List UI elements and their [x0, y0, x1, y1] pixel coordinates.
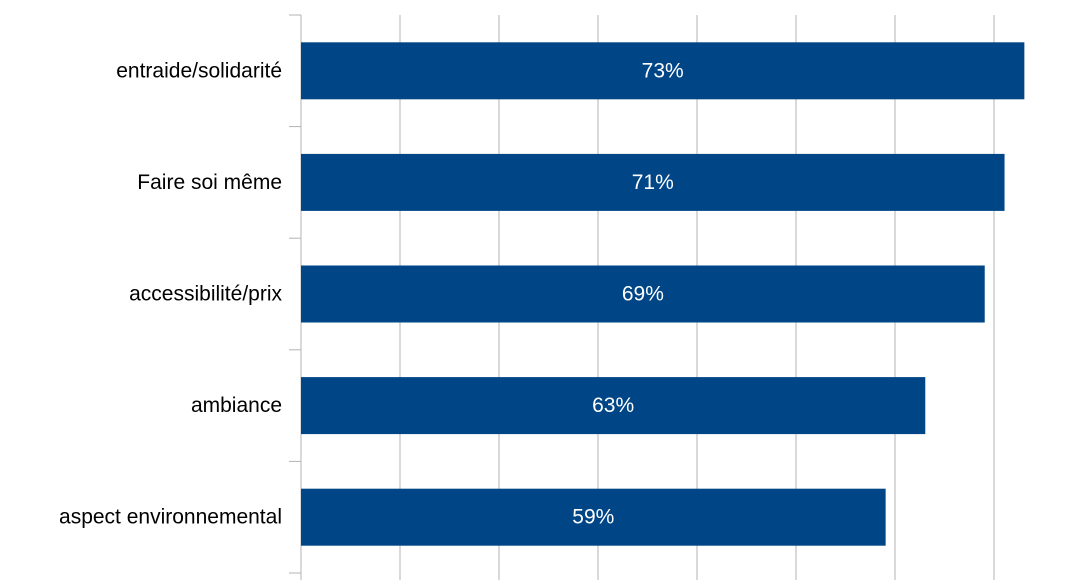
category-labels: entraide/solidarité Faire soi même accessi…: [59, 59, 282, 528]
data-label-0: 73%: [642, 59, 684, 82]
category-label-1: Faire soi même: [137, 171, 282, 194]
bar-1: [301, 153, 1005, 211]
data-labels: 73% 71% 69% 63% 59%: [572, 59, 683, 528]
data-label-2: 69%: [622, 283, 664, 306]
data-label-1: 71%: [632, 171, 674, 194]
category-label-4: aspect environnemental: [59, 506, 282, 529]
data-label-3: 63%: [592, 394, 634, 417]
bars: [301, 42, 1025, 546]
bar-0: [301, 42, 1025, 100]
bar-3: [301, 377, 926, 435]
axis-ticks: [289, 14, 301, 574]
data-label-4: 59%: [572, 506, 614, 529]
category-label-3: ambiance: [191, 394, 282, 417]
category-label-0: entraide/solidarité: [116, 59, 282, 82]
bar-4: [301, 488, 886, 546]
bar-2: [301, 265, 985, 323]
category-label-2: accessibilité/prix: [129, 283, 282, 306]
